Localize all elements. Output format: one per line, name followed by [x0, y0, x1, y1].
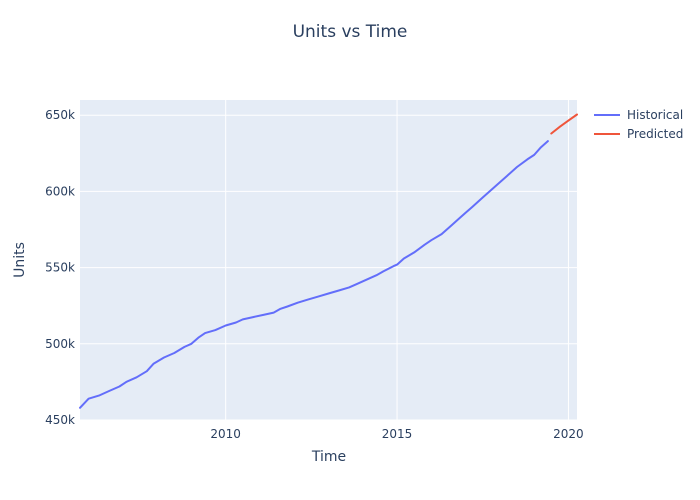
- y-tick-labels: 450k 500k 550k 600k 650k: [45, 108, 75, 427]
- y-gridlines: [80, 114, 577, 421]
- y-axis-title: Units: [12, 242, 28, 278]
- y-tick-label: 550k: [45, 261, 75, 275]
- series-line-historical: [79, 140, 549, 409]
- series-lines: [79, 113, 578, 409]
- legend[interactable]: Historical Predicted: [594, 108, 683, 141]
- y-tick-label: 500k: [45, 337, 75, 351]
- y-tick-label: 450k: [45, 413, 75, 427]
- series-line-predicted: [550, 113, 578, 135]
- y-tick-label: 600k: [45, 184, 75, 198]
- y-tick-label: 650k: [45, 108, 75, 122]
- plot-background: [80, 100, 577, 420]
- legend-label: Historical: [627, 108, 683, 122]
- legend-item-historical[interactable]: Historical: [594, 108, 683, 122]
- x-tick-label: 2020: [553, 427, 584, 441]
- chart-title: Units vs Time: [293, 22, 408, 42]
- legend-label: Predicted: [627, 127, 683, 141]
- x-tick-labels: 2010 2015 2020: [210, 427, 583, 441]
- x-tick-label: 2015: [382, 427, 413, 441]
- x-tick-label: 2010: [210, 427, 241, 441]
- x-gridlines: [225, 100, 569, 420]
- plot-area: [79, 100, 578, 421]
- x-axis-title: Time: [311, 449, 346, 465]
- legend-item-predicted[interactable]: Predicted: [594, 127, 683, 141]
